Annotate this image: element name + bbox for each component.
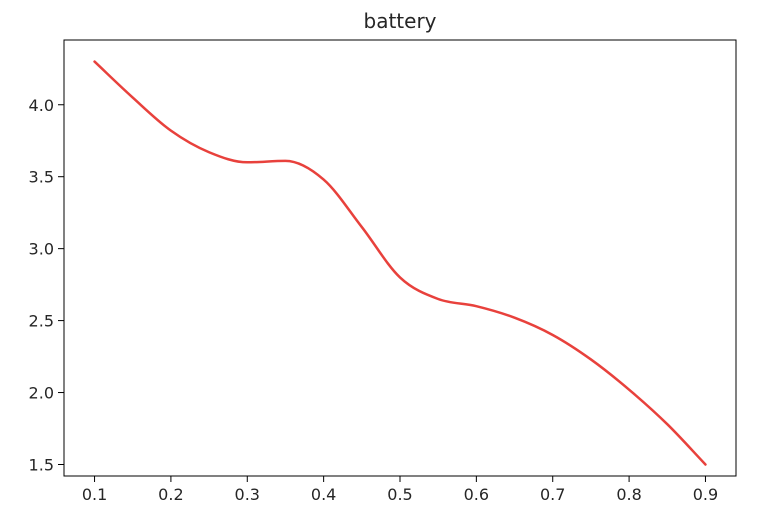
x-tick-label: 0.5	[387, 485, 412, 504]
y-tick-label: 4.0	[29, 96, 54, 115]
x-tick-label: 0.3	[235, 485, 260, 504]
x-tick-label: 0.9	[693, 485, 718, 504]
axes-frame	[63, 39, 737, 477]
x-axis: 0.1 0.2 0.3 0.4 0.5 0.6 0.7 0.8 0.9	[82, 476, 718, 504]
x-tick-label: 0.7	[540, 485, 565, 504]
x-tick-label: 0.4	[311, 485, 336, 504]
y-tick-label: 2.0	[29, 384, 54, 403]
x-tick-label: 0.2	[158, 485, 183, 504]
y-tick-label: 2.5	[29, 312, 54, 331]
x-tick-label: 0.8	[616, 485, 641, 504]
y-tick-label: 1.5	[29, 455, 54, 474]
y-tick-label: 3.5	[29, 168, 54, 187]
y-tick-label: 3.0	[29, 240, 54, 259]
x-tick-label: 0.1	[82, 485, 107, 504]
plot-area	[93, 60, 707, 466]
series-line	[93, 60, 707, 466]
chart-title: battery	[364, 9, 437, 33]
y-axis: 1.5 2.0 2.5 3.0 3.5 4.0	[29, 96, 64, 474]
x-tick-label: 0.6	[464, 485, 489, 504]
